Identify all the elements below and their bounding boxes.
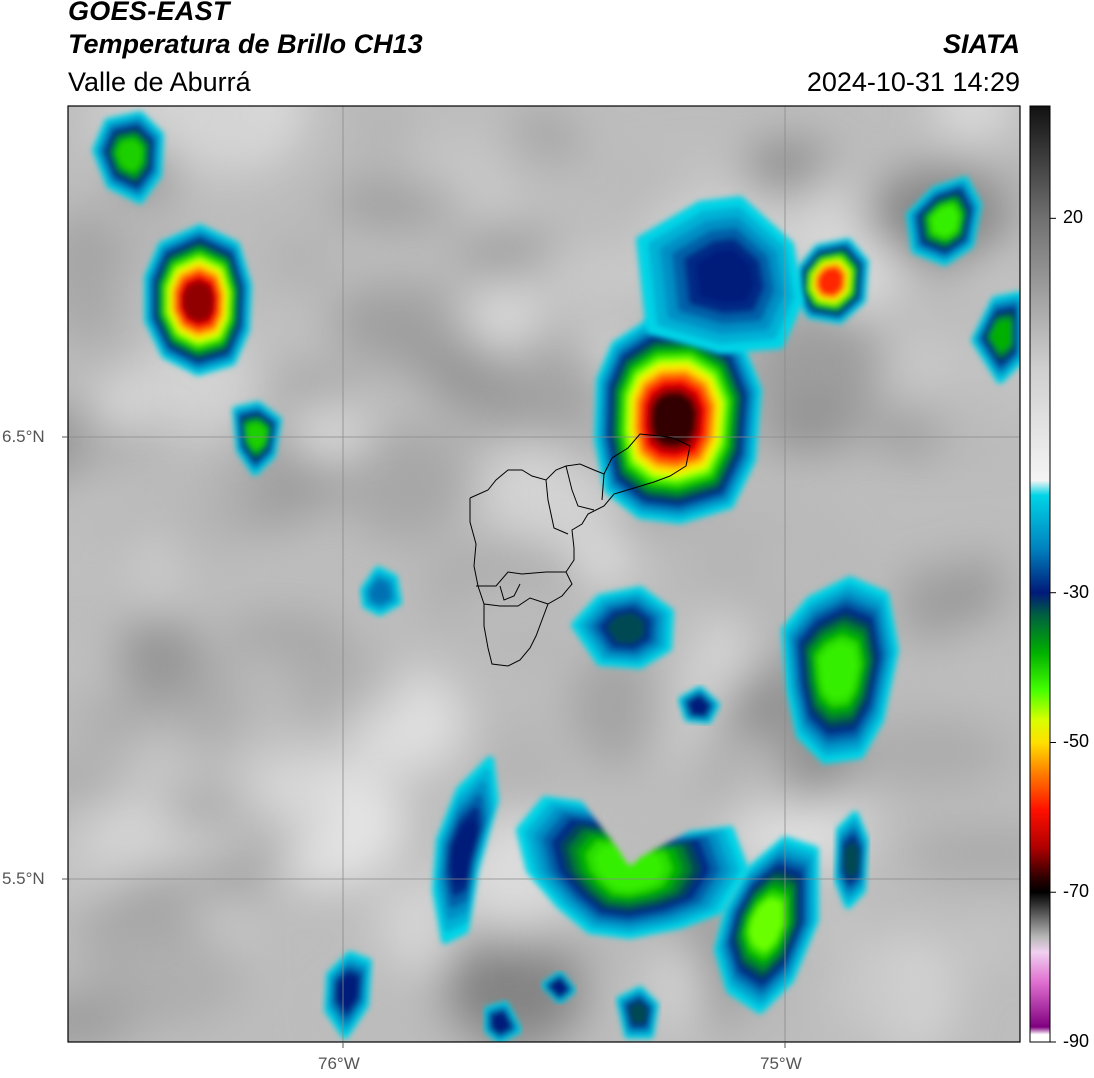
colorbar-tick-label: -50: [1063, 731, 1090, 752]
storm-cell-se-spot: [834, 811, 869, 909]
product-title: Temperatura de Brillo CH13: [68, 29, 423, 59]
border-segment: [483, 597, 549, 607]
colorbar-scale: [1029, 105, 1051, 1043]
agency-label: SIATA: [943, 29, 1020, 59]
lon-label-76: 76°W: [318, 1054, 360, 1073]
storm-cell-ne-edge: [971, 291, 1020, 384]
storm-cell-e-long: [781, 576, 899, 764]
storm-cell-center-core: [594, 316, 762, 524]
storm-cell-mid-tiny: [678, 686, 720, 724]
border-segment: [545, 479, 569, 535]
border-segment: [601, 473, 605, 501]
aburra-valley-border: [469, 433, 691, 667]
storm-cell-ne-top: [906, 176, 982, 266]
border-segment: [476, 571, 566, 587]
colorbar-tick-label: -70: [1063, 881, 1090, 902]
storm-cell-mid-left: [360, 566, 402, 616]
border-segment: [565, 465, 595, 511]
storm-cell-ne-core: [794, 238, 869, 324]
storm-cell-nw-top: [92, 111, 164, 204]
storm-cell-s-west: [432, 756, 499, 944]
colorbar-ticks: [1050, 217, 1056, 1043]
storm-cell-mid-spot: [571, 586, 674, 669]
border-segment: [499, 583, 521, 601]
colorbar-tick-label: 20: [1063, 207, 1084, 228]
colorbar-tick-label: -90: [1063, 1031, 1090, 1051]
storm-cell-s-band: [516, 796, 749, 939]
storm-cell-nw-core: [144, 224, 252, 376]
storm-cell-sw-spot: [324, 951, 372, 1039]
lat-label-5.5: 5.5°N: [2, 869, 45, 888]
lat-label-6.5: 6.5°N: [2, 427, 45, 446]
satellite-title: GOES-EAST: [68, 0, 230, 26]
border-segment: [469, 433, 691, 667]
colorbar-tick-label: -30: [1063, 581, 1090, 602]
storm-cells: [92, 111, 1020, 1042]
storm-cell-bottom-b: [616, 986, 659, 1039]
region-subtitle: Valle de Aburrá: [68, 67, 251, 97]
storm-cell-bottom-c: [484, 1001, 522, 1042]
map-frame: [67, 105, 1021, 1043]
storm-cell-upper-band: [636, 196, 804, 354]
colorbar: [1029, 105, 1056, 1043]
storm-cell-bottom-a: [541, 971, 576, 1004]
datetime-label: 2024-10-31 14:29: [806, 67, 1020, 97]
storm-cell-s-east: [714, 836, 819, 1014]
lon-label-75: 75°W: [760, 1054, 802, 1073]
storm-cell-nw-small: [232, 401, 282, 476]
